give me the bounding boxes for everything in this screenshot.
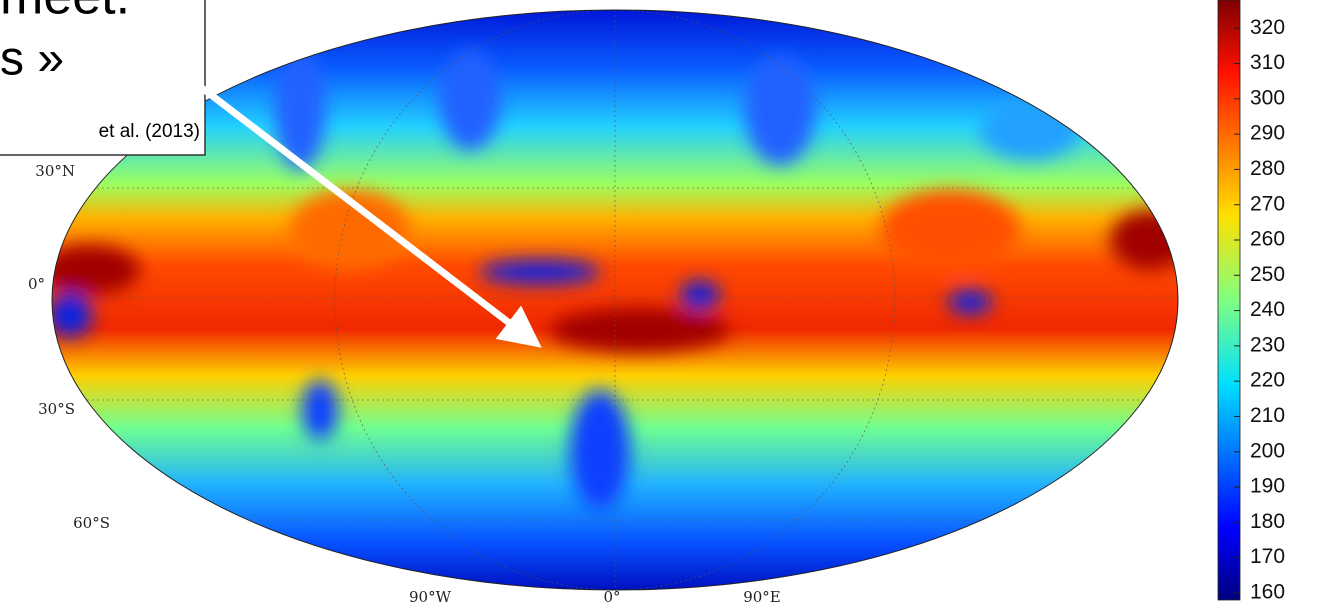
lon-label: 90°E (743, 588, 781, 606)
colorbar-tick-label: 260 (1250, 228, 1285, 251)
colorbar-tick-label: 170 (1250, 545, 1285, 568)
lat-label: 30°S (38, 400, 75, 418)
callout-line: meet. (0, 0, 130, 26)
colorbar-tick-label: 190 (1250, 475, 1285, 498)
lat-label: 60°S (73, 514, 110, 532)
colorbar-tick-label: 320 (1250, 16, 1285, 39)
lat-label: 0° (28, 275, 45, 293)
colorbar-tick-label: 200 (1250, 439, 1285, 462)
colorbar-tick-label: 160 (1250, 580, 1285, 603)
citation: et al. (2013) (99, 121, 200, 142)
colorbar (1218, 0, 1240, 600)
colorbar-tick-label: 270 (1250, 192, 1285, 215)
colorbar-tick-label: 220 (1250, 369, 1285, 392)
slide: meet. s » et al. (2013) 30°N 0° 30°S 60°S 90… (0, 0, 1322, 609)
callout-line: s » (0, 33, 64, 86)
colorbar-tick-label: 280 (1250, 157, 1285, 180)
colorbar-tick-label: 290 (1250, 122, 1285, 145)
colorbar-tick-label: 310 (1250, 51, 1285, 74)
colorbar-tick-label: 250 (1250, 263, 1285, 286)
lon-label: 0° (603, 588, 620, 606)
colorbar-tick-label: 240 (1250, 298, 1285, 321)
colorbar-tick-label: 300 (1250, 86, 1285, 109)
lon-label: 90°W (409, 588, 452, 606)
colorbar-tick-label: 230 (1250, 333, 1285, 356)
lat-label: 30°N (35, 162, 75, 180)
colorbar-tick-label: 210 (1250, 404, 1285, 427)
colorbar-tick-label: 180 (1250, 510, 1285, 533)
